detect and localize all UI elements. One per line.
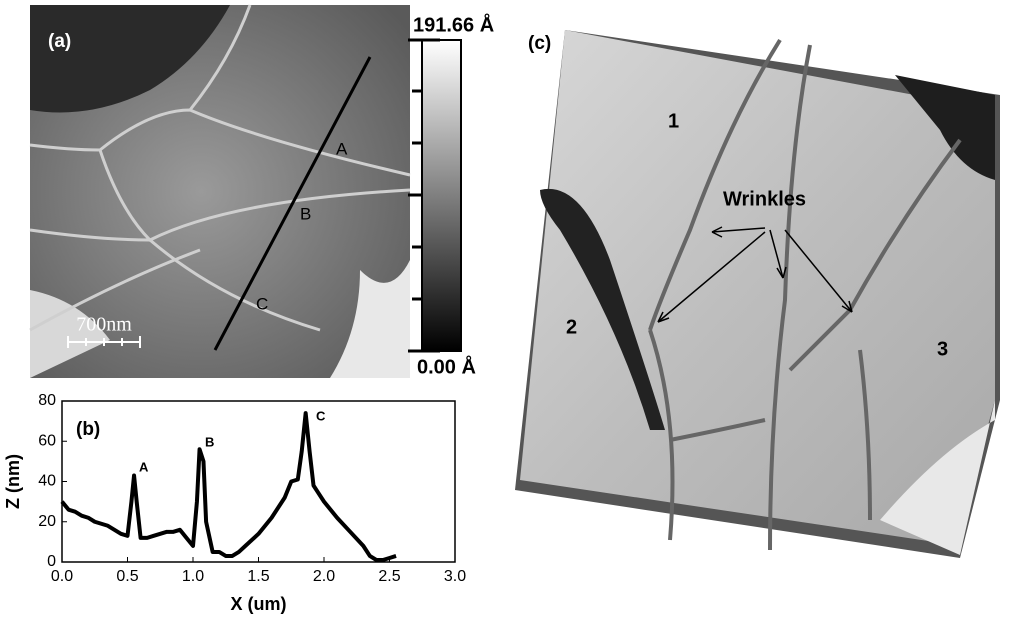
colorbar (422, 40, 461, 351)
y-axis-label: Z (nm) (3, 454, 23, 509)
marker: B (300, 204, 311, 223)
peak-label: B (205, 434, 214, 449)
region-label: 3 (937, 338, 948, 360)
x-tick-label: 0.0 (51, 568, 73, 585)
figure: (a) A B C 700nm 191.66 Å 0.00 Å (c) 1 2 … (0, 0, 1015, 616)
y-tick-label: 80 (38, 392, 56, 409)
x-tick-label: 2.5 (378, 568, 400, 585)
x-tick-label: 3.0 (444, 568, 466, 585)
peak-label: C (316, 408, 326, 423)
scale-bar-label: 700nm (76, 314, 132, 336)
marker: A (336, 139, 348, 158)
region-label: 1 (668, 110, 679, 132)
y-tick-label: 40 (38, 473, 56, 490)
panel-label: (b) (76, 419, 100, 440)
x-tick-label: 1.5 (247, 568, 269, 585)
afm-3d-image (515, 30, 1000, 558)
colorbar-min: 0.00 Å (417, 354, 476, 378)
x-axis-label: X (um) (231, 594, 287, 614)
colorbar-max: 191.66 Å (413, 12, 494, 36)
x-tick-label: 2.0 (313, 568, 335, 585)
plot-frame (62, 401, 455, 562)
profile-curve (62, 413, 396, 560)
panel-label: (c) (528, 33, 551, 54)
y-tick-label: 60 (38, 432, 56, 449)
x-tick-label: 0.5 (116, 568, 138, 585)
x-tick-label: 1.0 (182, 568, 204, 585)
marker: C (256, 294, 268, 313)
y-tick-label: 20 (38, 513, 56, 530)
peak-label: A (139, 459, 149, 474)
annotation: Wrinkles (723, 188, 806, 210)
y-tick-label: 0 (47, 553, 56, 570)
panel-label: (a) (48, 31, 71, 52)
region-label: 2 (566, 316, 577, 338)
